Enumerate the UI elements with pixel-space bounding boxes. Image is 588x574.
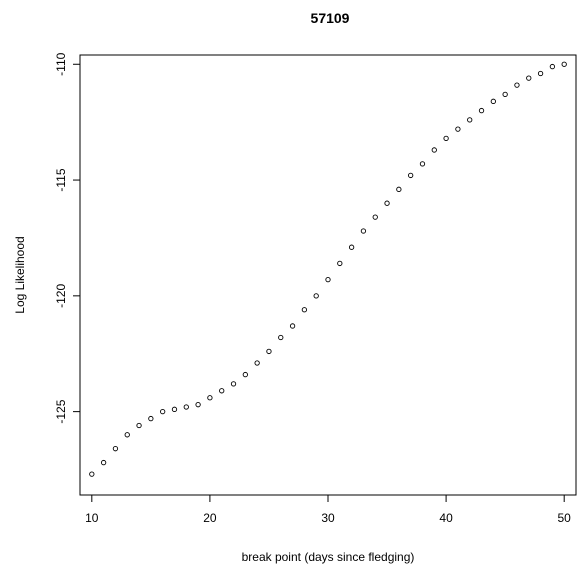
- y-tick-label: -110: [54, 52, 68, 75]
- data-point: [325, 276, 331, 283]
- data-point: [136, 422, 142, 429]
- data-point: [219, 388, 225, 394]
- data-point: [408, 172, 414, 179]
- data-point: [384, 200, 390, 206]
- data-point: [171, 406, 178, 412]
- x-axis-label: break point (days since fledging): [242, 550, 415, 564]
- data-point: [289, 323, 296, 329]
- plot-frame: [79, 54, 577, 496]
- data-point: [89, 471, 95, 477]
- y-tick-label: -125: [54, 399, 68, 423]
- x-tick-label: 10: [85, 511, 99, 525]
- data-point: [301, 307, 308, 313]
- data-point: [337, 260, 343, 267]
- data-point: [561, 61, 567, 67]
- y-tick-label: -120: [54, 284, 68, 308]
- data-point: [278, 334, 284, 341]
- x-tick-label: 30: [321, 511, 335, 525]
- y-tick-label: -115: [54, 168, 68, 191]
- data-point: [348, 244, 355, 250]
- x-tick-label: 50: [558, 511, 572, 525]
- x-tick-label: 20: [203, 511, 217, 525]
- y-axis-label: Log Likelihood: [13, 236, 27, 313]
- data-point: [419, 161, 426, 167]
- data-point: [124, 432, 130, 438]
- data-point: [183, 404, 189, 410]
- data-point: [396, 186, 402, 192]
- data-point: [443, 135, 449, 142]
- data-point: [537, 70, 544, 77]
- data-point: [112, 446, 119, 452]
- x-axis: 10 20 30 40 50: [85, 495, 571, 525]
- data-point: [160, 408, 166, 415]
- data-point: [490, 98, 496, 104]
- data-point: [514, 82, 520, 88]
- x-tick-label: 40: [439, 511, 453, 525]
- data-point: [455, 126, 461, 132]
- data-point: [207, 395, 213, 401]
- data-point: [502, 91, 508, 98]
- data-point: [313, 293, 319, 299]
- data-point: [549, 63, 556, 70]
- data-point: [467, 117, 473, 123]
- data-point: [266, 348, 272, 355]
- data-point: [148, 415, 154, 422]
- data-point: [526, 75, 532, 81]
- data-point: [478, 107, 485, 114]
- data-point: [195, 402, 201, 408]
- y-axis: -110 -115 -120 -125: [54, 52, 80, 424]
- data-point: [100, 459, 107, 466]
- data-point: [372, 214, 378, 220]
- data-point: [360, 228, 367, 234]
- data-point: [230, 381, 237, 387]
- data-point: [431, 147, 437, 153]
- data-point: [242, 371, 248, 378]
- chart-title: 57109: [311, 10, 350, 26]
- data-points: [89, 61, 567, 477]
- data-point: [254, 360, 260, 366]
